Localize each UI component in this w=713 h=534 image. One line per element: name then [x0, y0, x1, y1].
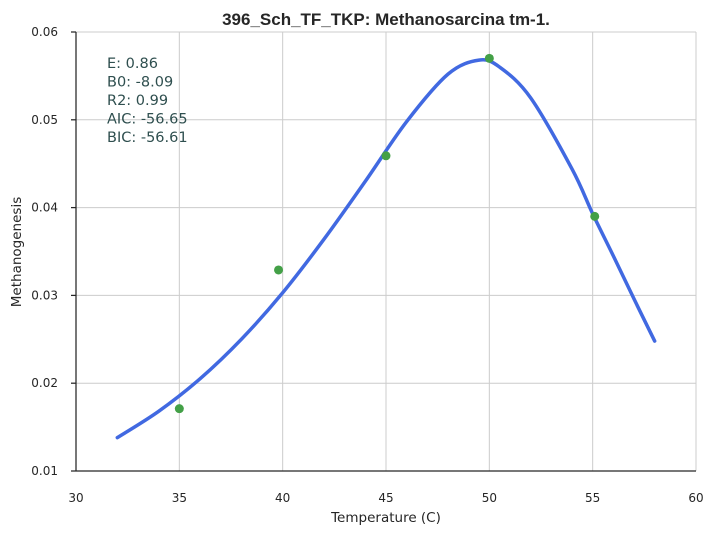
x-tick-label: 40	[275, 491, 290, 505]
data-point	[590, 211, 600, 221]
annotation-line: BIC: -56.61	[107, 130, 188, 146]
x-tick-label: 50	[482, 491, 497, 505]
annotation-line: R2: 0.99	[107, 93, 168, 109]
x-tick-label: 60	[688, 491, 703, 505]
series-layer	[115, 53, 657, 440]
annotation-line: B0: -8.09	[107, 75, 173, 91]
x-tick-label: 55	[585, 491, 600, 505]
axes-layer	[75, 32, 696, 472]
data-point	[174, 404, 184, 414]
y-axis-label: Methanogenesis	[9, 197, 25, 307]
fit-curve	[115, 58, 657, 440]
y-tick-label: 0.01	[31, 464, 58, 478]
data-point	[274, 265, 284, 275]
x-tick-label: 30	[68, 491, 83, 505]
data-point	[381, 151, 391, 161]
annotation-line: E: 0.86	[107, 56, 158, 72]
x-tick-label: 45	[378, 491, 393, 505]
y-tick-labels: 0.01 0.02 0.03 0.04 0.05 0.06	[31, 25, 76, 478]
x-axis-label: Temperature (C)	[330, 510, 441, 526]
grid-layer	[76, 31, 697, 471]
x-tick-labels: 30 35 40 45 50 55 60	[68, 491, 703, 505]
annotation-box: E: 0.86 B0: -8.09 R2: 0.99 AIC: -56.65 BIC: …	[107, 56, 188, 146]
annotation-line: AIC: -56.65	[107, 112, 188, 128]
y-tick-label: 0.05	[31, 113, 58, 127]
y-tick-label: 0.03	[31, 288, 58, 302]
chart-title: 396_Sch_TF_TKP: Methanosarcina tm-1.	[222, 10, 550, 29]
y-tick-label: 0.02	[31, 376, 58, 390]
y-tick-label: 0.04	[31, 201, 58, 215]
y-tick-label: 0.06	[31, 25, 58, 39]
x-tick-label: 35	[172, 491, 187, 505]
data-point	[484, 53, 494, 63]
